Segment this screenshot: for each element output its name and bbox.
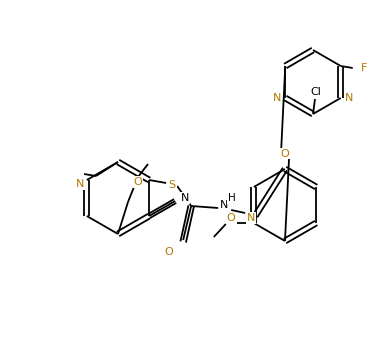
Text: Cl: Cl xyxy=(310,87,321,97)
Text: O: O xyxy=(281,149,290,159)
Text: O: O xyxy=(165,247,174,257)
Text: N: N xyxy=(273,93,281,103)
Text: O: O xyxy=(227,213,235,223)
Text: N: N xyxy=(345,93,353,103)
Text: F: F xyxy=(361,63,367,73)
Text: H: H xyxy=(228,193,236,203)
Text: N: N xyxy=(76,179,84,189)
Text: N: N xyxy=(220,200,229,210)
Text: O: O xyxy=(134,177,142,187)
Text: S: S xyxy=(169,180,176,190)
Text: N: N xyxy=(181,193,189,203)
Text: N: N xyxy=(247,213,255,223)
